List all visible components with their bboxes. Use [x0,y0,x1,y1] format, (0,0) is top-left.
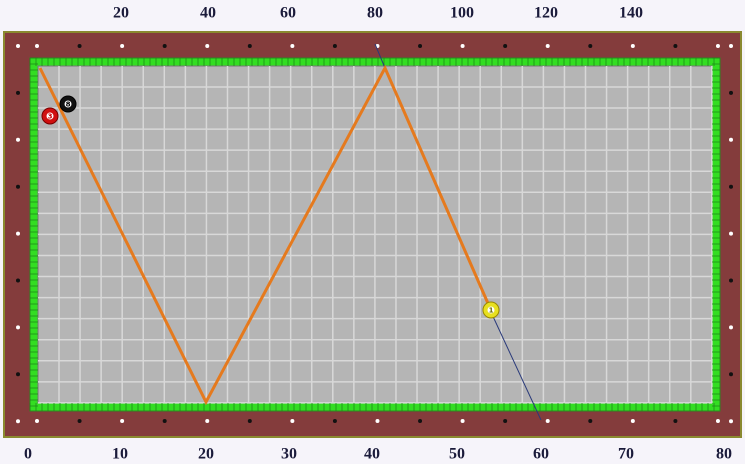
diamond [673,419,678,423]
diamond [120,419,125,423]
diamond [16,137,20,142]
diamond [16,184,20,189]
top-scale-label: 140 [619,5,643,22]
bottom-scale-label: 80 [716,446,732,463]
bottom-scale-label: 70 [618,446,634,463]
diamond [503,44,508,48]
diamond [729,419,733,424]
diamond [729,372,733,377]
diamond [630,419,635,423]
top-scale-label: 120 [534,5,558,22]
diamond [290,44,295,48]
diamond [16,372,20,377]
diamond [332,44,337,48]
cushion-pattern [29,57,720,411]
ball: 8 [59,95,77,113]
ball-label: 3 [48,113,53,121]
ball-spot [64,100,72,108]
top-scale-label: 80 [367,5,383,22]
diamond [715,419,720,423]
diamond [120,44,125,48]
bottom-scale-label: 60 [533,446,549,463]
diamond [77,419,82,423]
diamond [332,419,337,423]
ball-spot [46,112,54,120]
top-scale-label: 60 [280,5,296,22]
top-scale-label: 20 [113,5,129,22]
diamond [588,419,593,423]
diamond [418,419,423,423]
diamond [729,325,733,330]
diamond [673,44,678,48]
top-scale-label: 100 [450,5,474,22]
diamond [588,44,593,48]
top-scale-label: 40 [200,5,216,22]
bottom-scale-label: 0 [24,446,32,463]
diamond [715,44,720,48]
ball-label: 1 [489,307,494,315]
diamond [630,44,635,48]
diamond [247,419,252,423]
diamond [162,419,167,423]
diamond [503,419,508,423]
ball-path [38,64,492,406]
aim-line [374,43,386,69]
aim-line [489,309,542,421]
diamond [418,44,423,48]
diamond [729,184,733,189]
diamond [205,44,210,48]
ball: 3 [41,107,59,125]
diamond [729,231,733,236]
diamond [205,419,210,423]
diamond [375,419,380,423]
diamond [16,90,20,95]
ball-spot [487,306,495,314]
ball: 1 [482,301,500,319]
diamond [35,44,39,48]
diamond [290,419,295,423]
diamond [460,419,465,423]
diamond [162,44,167,48]
diamond [545,419,550,423]
diamond [729,278,733,283]
diamond [545,44,550,48]
diamond [729,90,733,95]
diamond [16,278,20,283]
diamond [729,44,733,48]
diamond [77,44,82,48]
ball-label: 8 [66,101,71,109]
diamond [729,137,733,142]
bottom-scale-label: 50 [449,446,465,463]
diamond [16,419,20,424]
bottom-scale-label: 20 [198,446,214,463]
bottom-scale-label: 10 [112,446,128,463]
diamond [16,231,20,236]
cloth-grid [38,66,713,404]
diamond [35,419,39,423]
diamond [16,325,20,330]
diamond [16,44,20,48]
diamond [460,44,465,48]
bottom-scale-label: 30 [281,446,297,463]
diamond [247,44,252,48]
bottom-scale-label: 40 [364,446,380,463]
